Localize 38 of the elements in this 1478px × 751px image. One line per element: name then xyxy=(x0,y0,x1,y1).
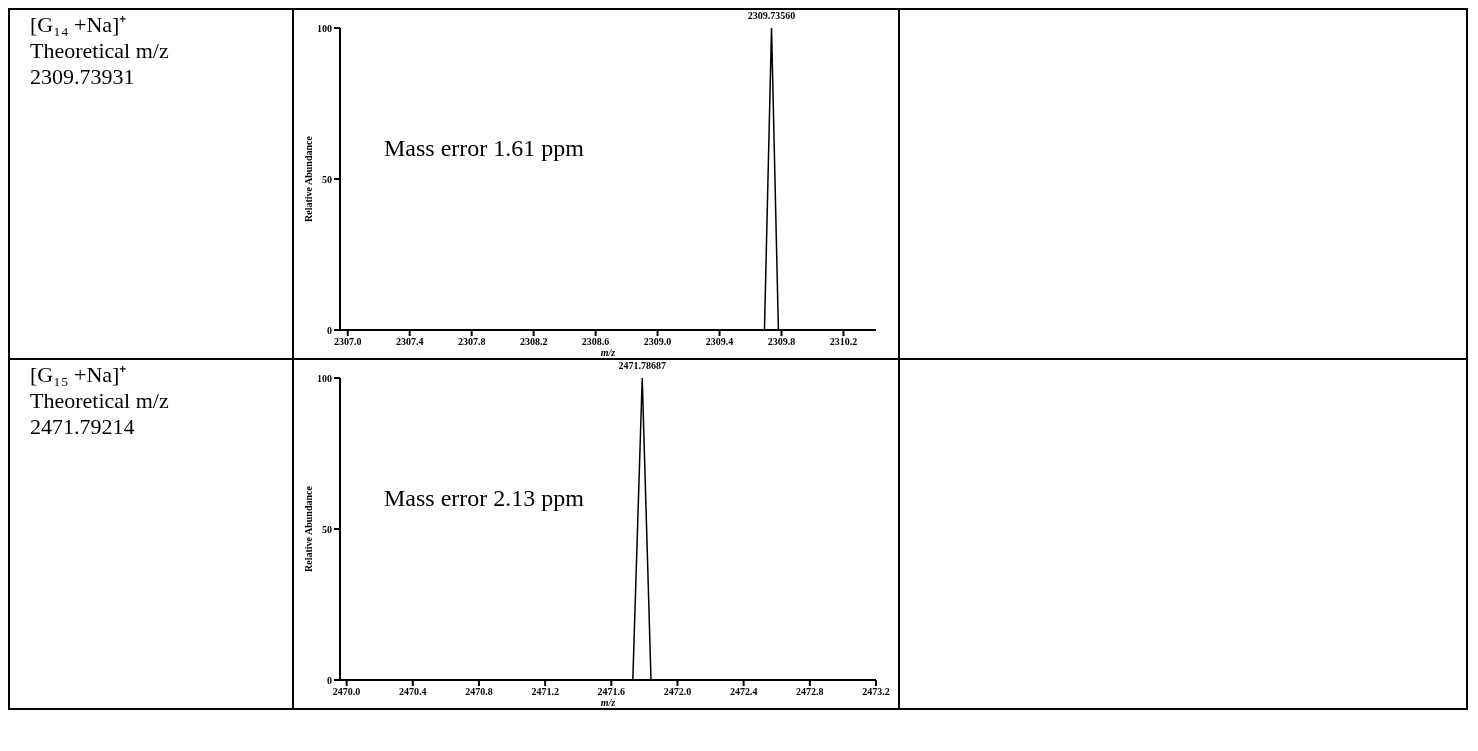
x-tick-label: 2309.0 xyxy=(643,336,672,348)
x-tick-label: 2310.2 xyxy=(829,336,858,348)
x-tick-label: 2471.2 xyxy=(531,686,559,698)
x-tick-label: 2472.0 xyxy=(663,686,692,698)
y-tick-label: 0 xyxy=(327,674,332,686)
x-tick-label: 2472.4 xyxy=(729,686,758,698)
annotation: Mass error 1.61 ppm xyxy=(384,135,584,162)
x-tick-label: 2472.8 xyxy=(796,686,824,698)
x-tick-label: 2470.0 xyxy=(332,686,361,698)
y-tick-label: 50 xyxy=(322,523,332,535)
x-tick-label: 2309.4 xyxy=(705,336,734,348)
y-tick-label: 0 xyxy=(327,324,332,336)
x-tick-label: 2308.6 xyxy=(581,336,610,348)
x-tick-label: 2471.6 xyxy=(597,686,626,698)
annotation: Mass error 2.13 ppm xyxy=(384,485,584,512)
y-tick-label: 100 xyxy=(317,22,332,34)
text: Theoretical m/z xyxy=(30,388,169,413)
x-axis-title: m/z xyxy=(600,347,616,358)
annotation: 2471.78687 xyxy=(618,360,666,371)
text: 2471.79214 xyxy=(30,414,135,439)
x-tick-label: 2307.8 xyxy=(457,336,486,348)
text: 2309.73931 xyxy=(30,64,135,89)
x-axis-title: m/z xyxy=(600,697,616,708)
x-tick-label: 2308.2 xyxy=(519,336,548,348)
x-tick-label: 2307.0 xyxy=(334,336,362,348)
text: [G₁₄ +Na]⁺ xyxy=(30,12,127,37)
annotation: 2309.73560 xyxy=(747,10,796,21)
x-tick-label: 2470.4 xyxy=(399,686,427,698)
text: Theoretical m/z xyxy=(30,38,169,63)
y-tick-label: 50 xyxy=(322,173,332,185)
y-axis-title: Relative Abundance xyxy=(302,485,314,572)
x-tick-label: 2473.2 xyxy=(862,686,890,698)
y-tick-label: 100 xyxy=(317,372,332,384)
x-tick-label: 2470.8 xyxy=(465,686,493,698)
y-axis-title: Relative Abundance xyxy=(302,135,314,222)
x-tick-label: 2309.8 xyxy=(767,336,796,348)
x-tick-label: 2307.4 xyxy=(395,336,424,348)
text: [G₁₅ +Na]⁺ xyxy=(30,362,127,387)
